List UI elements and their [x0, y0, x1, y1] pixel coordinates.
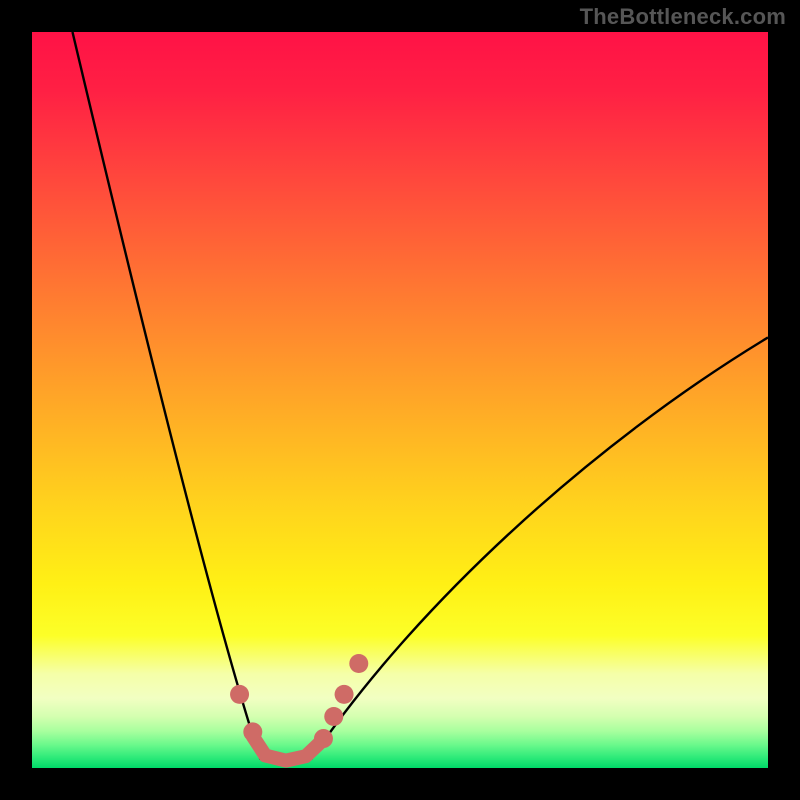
valley-dot	[335, 685, 354, 704]
watermark-text: TheBottleneck.com	[580, 4, 786, 30]
chart-svg	[32, 32, 768, 768]
valley-dot	[349, 654, 368, 673]
valley-dot	[324, 707, 343, 726]
valley-dot	[230, 685, 249, 704]
valley-dot	[243, 722, 262, 741]
valley-dot	[314, 729, 333, 748]
chart-container: TheBottleneck.com	[0, 0, 800, 800]
plot-area	[32, 32, 768, 768]
gradient-background	[32, 32, 768, 768]
